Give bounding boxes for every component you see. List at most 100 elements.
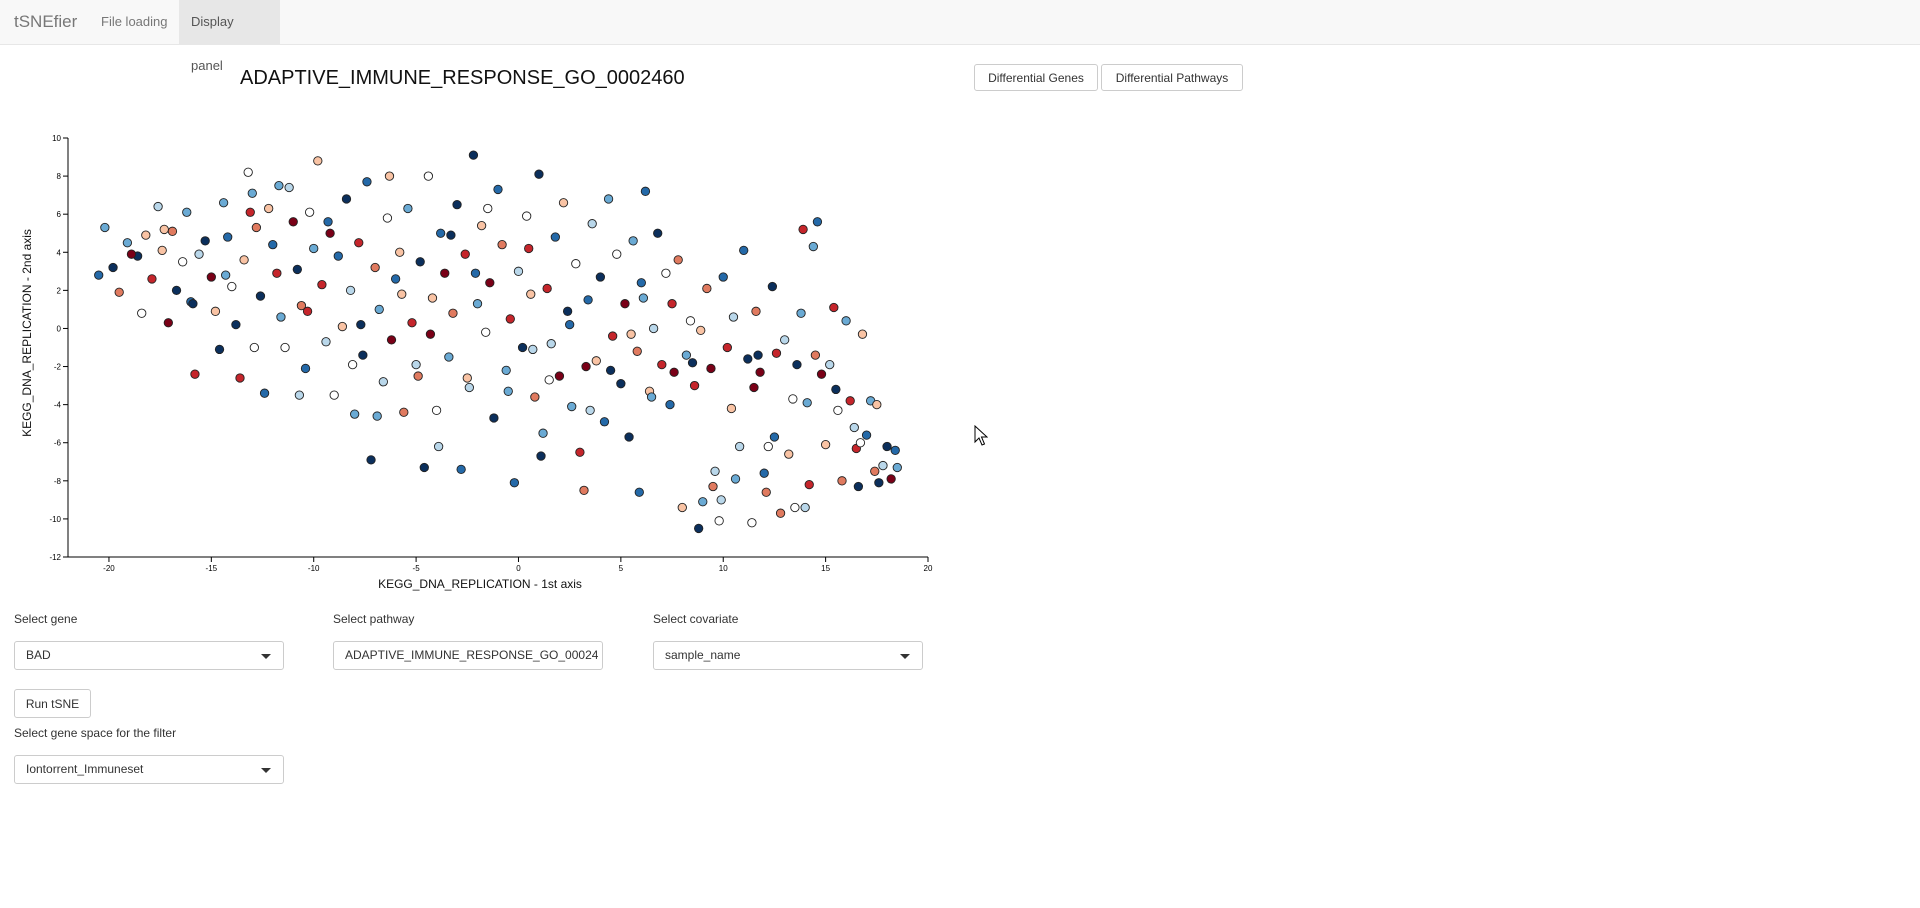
data-point	[755, 367, 765, 377]
data-point	[616, 379, 626, 389]
data-point	[603, 194, 614, 204]
data-point	[753, 350, 763, 360]
data-point	[816, 369, 827, 379]
data-point	[626, 329, 636, 339]
data-point	[171, 285, 182, 296]
select-covariate-label: Select covariate	[653, 612, 739, 626]
data-point	[366, 455, 376, 465]
data-point	[812, 217, 823, 227]
run-tsne-button[interactable]: Run tSNE	[14, 689, 91, 718]
data-point	[763, 441, 773, 452]
data-point	[767, 281, 778, 292]
data-point	[726, 403, 737, 414]
data-point	[255, 291, 266, 301]
plot-title: ADAPTIVE_IMMUNE_RESPONSE_GO_0002460	[240, 67, 685, 89]
data-point	[513, 266, 524, 276]
data-point	[820, 439, 831, 450]
data-point	[890, 445, 900, 455]
data-point	[739, 245, 749, 256]
data-point	[780, 335, 790, 345]
gene-space-dropdown[interactable]: Iontorrent_Immuneset	[14, 755, 284, 784]
data-point	[167, 226, 178, 236]
data-point	[341, 194, 352, 204]
data-point	[395, 247, 405, 257]
data-point	[581, 361, 591, 372]
y-axis-label: KEGG_DNA_REPLICATION - 2nd axis	[20, 229, 34, 437]
data-point	[605, 365, 616, 376]
data-point	[309, 243, 319, 254]
data-point	[536, 451, 546, 461]
data-point	[528, 344, 538, 355]
differential-pathways-button[interactable]: Differential Pathways	[1101, 64, 1243, 91]
data-point	[358, 350, 368, 360]
data-point	[425, 329, 436, 339]
data-point	[294, 390, 305, 400]
data-point	[534, 169, 544, 179]
data-point	[689, 380, 700, 391]
select-gene-dropdown[interactable]: BAD	[14, 641, 284, 670]
data-point	[624, 432, 634, 442]
y-tick-label: 10	[52, 134, 61, 143]
data-point	[728, 312, 739, 322]
x-tick-label: -20	[103, 564, 115, 573]
data-point	[403, 203, 413, 214]
app-brand[interactable]: tSNEfier	[14, 12, 78, 31]
data-point	[585, 405, 595, 415]
data-point	[288, 217, 298, 227]
data-point	[276, 312, 286, 322]
data-point	[595, 272, 606, 282]
data-point	[468, 150, 479, 160]
x-tick-label: -15	[206, 564, 218, 573]
data-point	[200, 236, 210, 246]
data-point	[861, 430, 872, 440]
data-point	[159, 224, 169, 235]
data-point	[526, 289, 536, 299]
data-point	[800, 502, 810, 513]
data-point	[874, 478, 884, 488]
data-point	[853, 481, 864, 492]
gene-space-label: Select gene space for the filter	[14, 726, 177, 740]
data-point	[845, 396, 855, 406]
data-point	[456, 464, 466, 475]
select-pathway-input[interactable]: ADAPTIVE_IMMUNE_RESPONSE_GO_0002460	[333, 641, 603, 670]
tab-file-loading[interactable]: File loading	[101, 14, 168, 29]
data-point	[825, 359, 835, 370]
data-point	[137, 308, 147, 318]
select-covariate-dropdown[interactable]: sample_name	[653, 641, 923, 670]
data-point	[653, 228, 663, 238]
data-point	[147, 274, 157, 284]
data-point	[522, 211, 532, 221]
data-point	[362, 177, 372, 187]
data-point	[575, 447, 585, 457]
data-point	[188, 299, 198, 309]
data-point	[141, 230, 151, 240]
data-point	[223, 232, 233, 242]
data-point	[182, 207, 192, 217]
data-point	[462, 373, 472, 383]
data-point	[591, 356, 601, 366]
data-point	[681, 350, 692, 360]
data-point	[356, 319, 366, 330]
differential-genes-button[interactable]: Differential Genes	[974, 64, 1098, 91]
data-point	[829, 302, 839, 313]
data-point	[481, 327, 491, 337]
data-point	[546, 339, 556, 349]
data-point	[710, 466, 720, 476]
data-point	[587, 219, 597, 229]
data-point	[696, 325, 706, 336]
chevron-down-icon	[900, 654, 910, 659]
data-point	[122, 238, 133, 248]
y-tick-label: -12	[49, 553, 61, 562]
data-point	[751, 306, 761, 316]
data-point	[386, 335, 397, 345]
data-point	[292, 264, 302, 275]
data-point	[747, 518, 757, 528]
tab-display-panel[interactable]: Display panel	[179, 0, 280, 73]
select-gene-label: Select gene	[14, 612, 78, 626]
data-point	[399, 407, 409, 417]
data-point	[178, 257, 188, 267]
data-point	[698, 497, 708, 507]
data-point	[114, 287, 124, 297]
x-tick-label: 10	[719, 564, 728, 573]
data-point	[411, 359, 421, 370]
